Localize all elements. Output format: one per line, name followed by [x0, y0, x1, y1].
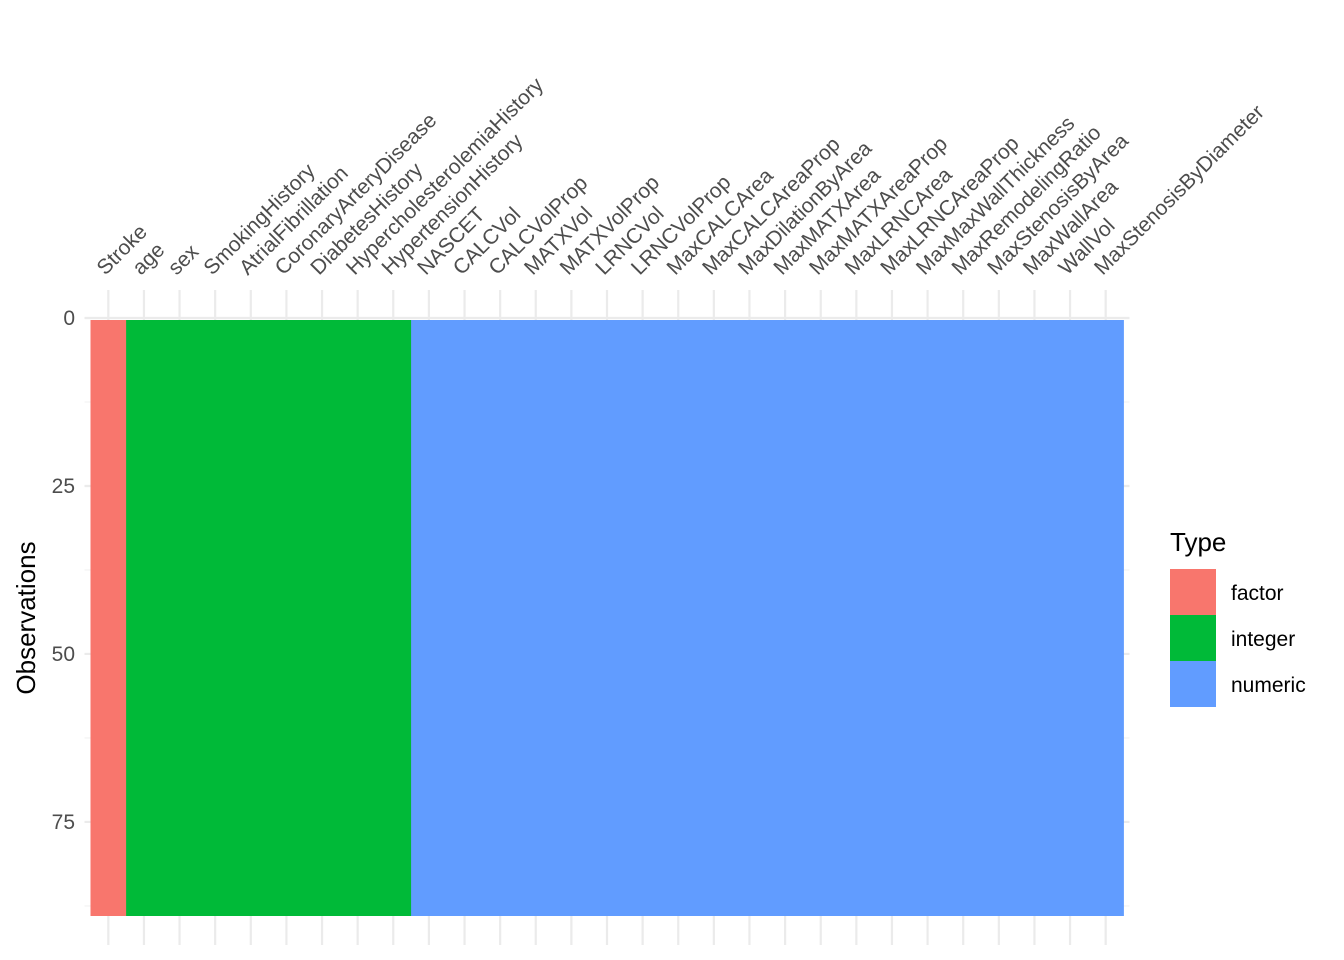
- tile-band-factor: [90, 320, 127, 916]
- y-tick-labels: 0 25 50 75: [52, 307, 75, 834]
- legend-label-numeric: numeric: [1231, 674, 1306, 697]
- legend-key-factor: [1170, 569, 1216, 615]
- tile-band-integer: [126, 320, 412, 916]
- legend-key-integer: [1170, 615, 1216, 661]
- legend-label-factor: factor: [1231, 582, 1284, 605]
- legend-title: Type: [1170, 527, 1226, 557]
- legend-label-integer: integer: [1231, 628, 1295, 651]
- x-tick-label: sex: [164, 240, 204, 280]
- y-tick-label: 25: [52, 475, 75, 498]
- legend-key-numeric: [1170, 661, 1216, 707]
- tile-band-numeric: [411, 320, 1124, 916]
- y-tick-label: 0: [63, 307, 75, 330]
- y-axis-title: Observations: [11, 541, 41, 694]
- heatmap-tiles: [90, 320, 1124, 916]
- legend: Type factor integer numeric: [1170, 527, 1306, 707]
- y-tick-label: 75: [52, 811, 75, 834]
- x-tick-labels: StrokeagesexSmokingHistoryAtrialFibrilla…: [93, 73, 1269, 279]
- y-tick-label: 50: [52, 643, 75, 666]
